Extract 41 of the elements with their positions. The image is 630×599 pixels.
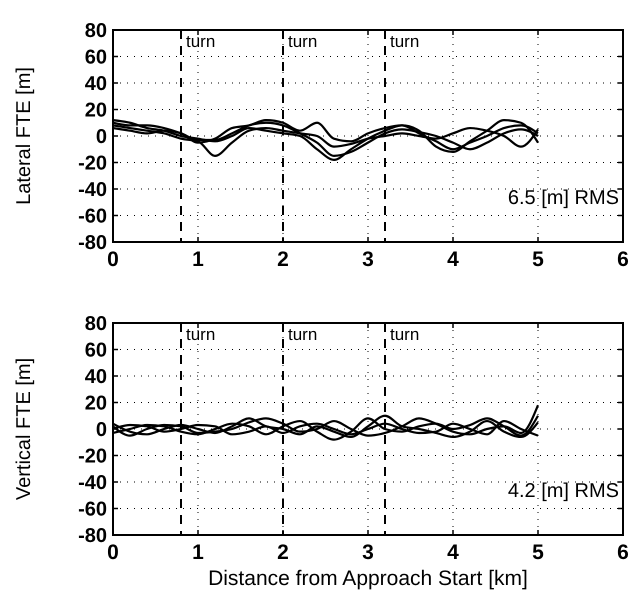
y-tick-label: 0 <box>96 126 107 148</box>
y-tick-label: -80 <box>78 232 107 254</box>
y-tick-label: 20 <box>84 100 107 122</box>
y-tick-label: 20 <box>84 392 107 414</box>
y-tick-label: 80 <box>84 20 107 42</box>
y-tick-label: 60 <box>84 340 107 362</box>
y-tick-label: -80 <box>78 525 107 547</box>
y-tick-label: 40 <box>84 366 107 388</box>
x-tick-label: 1 <box>192 541 204 564</box>
x-tick-label: 1 <box>192 248 204 271</box>
ref-line-label: turn <box>186 325 216 344</box>
y-tick-label: 60 <box>84 46 107 68</box>
x-tick-label: 5 <box>532 541 544 564</box>
x-tick-label: 3 <box>362 541 374 564</box>
y-axis-title: Lateral FTE [m] <box>13 67 35 205</box>
ref-line-label: turn <box>390 32 420 51</box>
x-tick-label: 3 <box>362 248 374 271</box>
y-tick-label: -20 <box>78 152 107 174</box>
y-tick-label: -60 <box>78 498 107 520</box>
y-tick-label: -20 <box>78 446 107 468</box>
annotation: 6.5 [m] RMS <box>508 187 619 209</box>
x-tick-label: 5 <box>532 248 544 271</box>
x-tick-label: 4 <box>447 541 460 564</box>
ref-line-label: turn <box>390 325 420 344</box>
y-tick-label: -40 <box>78 472 107 494</box>
x-tick-label: 4 <box>447 248 460 271</box>
y-tick-label: 80 <box>84 313 107 335</box>
x-tick-label: 2 <box>277 541 289 564</box>
y-axis-title: Vertical FTE [m] <box>13 358 35 500</box>
y-tick-label: -40 <box>78 179 107 201</box>
ref-line-label: turn <box>288 32 318 51</box>
x-tick-label: 2 <box>277 248 289 271</box>
x-tick-label: 6 <box>617 541 629 564</box>
ref-line-label: turn <box>288 325 318 344</box>
annotation: 4.2 [m] RMS <box>508 480 619 502</box>
x-axis-title: Distance from Approach Start [km] <box>208 567 528 590</box>
y-tick-label: 0 <box>96 419 107 441</box>
y-tick-label: -60 <box>78 206 107 228</box>
y-tick-label: 40 <box>84 73 107 95</box>
x-tick-label: 6 <box>617 248 629 271</box>
ref-line-label: turn <box>186 32 216 51</box>
